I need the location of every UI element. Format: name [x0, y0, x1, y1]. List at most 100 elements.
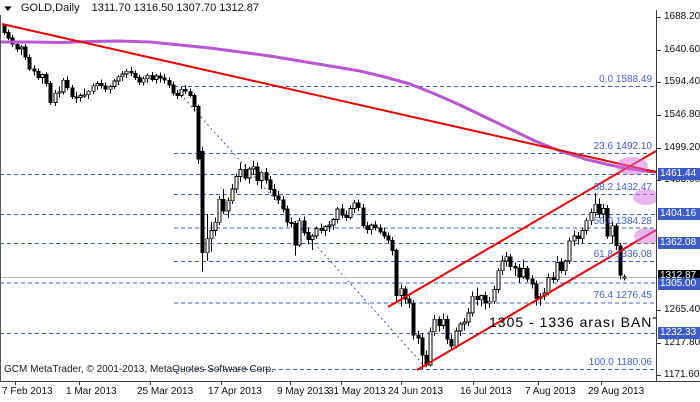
- candle-body: [289, 221, 294, 224]
- candle-body: [441, 318, 446, 326]
- candle-body: [154, 75, 159, 80]
- candle-body: [145, 74, 150, 80]
- chart-symbol-label: GOLD,Daily: [20, 2, 80, 14]
- candle-body: [314, 228, 319, 237]
- candle-body: [513, 266, 518, 269]
- date-tick-mark: [473, 382, 474, 385]
- candle-body: [175, 92, 180, 96]
- price-level-badge: 1461.44: [658, 168, 700, 180]
- candle-body: [496, 270, 501, 290]
- candle-body: [209, 230, 214, 240]
- window-left-border: [0, 15, 1, 402]
- candle-body: [183, 88, 188, 92]
- candle-body: [6, 31, 11, 39]
- candle-body: [302, 220, 307, 233]
- candle-body: [614, 225, 619, 247]
- candle-body: [61, 79, 66, 93]
- candle-body: [120, 73, 125, 78]
- candle-body: [340, 208, 345, 216]
- candle-body: [610, 225, 615, 237]
- candle-body: [192, 95, 197, 107]
- candle-body: [458, 323, 463, 332]
- price-tick-label: 1640.60: [664, 44, 700, 55]
- fib-level-label: 0.0 1588.49: [599, 74, 652, 86]
- candle-body: [356, 202, 361, 209]
- highlight-blobs: [616, 157, 660, 244]
- date-label: 1 Mar 2013: [66, 386, 117, 397]
- candle-body: [221, 198, 226, 212]
- price-tick-mark: [657, 343, 661, 344]
- candlestick-series: [2, 24, 627, 370]
- candle-body: [200, 151, 205, 254]
- price-tick-label: 1594.40: [664, 76, 700, 87]
- candle-body: [2, 25, 7, 33]
- fib-level-label: 23.6 1492.10: [593, 140, 652, 152]
- candle-body: [243, 169, 248, 179]
- candle-body: [382, 231, 387, 237]
- price-tick-label: 1265.40: [664, 304, 700, 315]
- candle-body: [297, 220, 302, 246]
- candle-body: [65, 79, 70, 89]
- fib-level-label: 38.2 1432.47: [593, 182, 652, 194]
- candle-body: [32, 68, 37, 72]
- price-tick-mark: [657, 180, 661, 181]
- candle-body: [618, 245, 623, 276]
- candle-body: [36, 70, 41, 78]
- candle-body: [390, 239, 395, 252]
- price-level-badge: 1232.33: [658, 327, 700, 339]
- trendlines: [1, 23, 657, 371]
- candle-body: [272, 189, 277, 197]
- price-axis[interactable]: 1688.201640.601594.401546.801499.201453.…: [657, 0, 700, 381]
- candle-body: [133, 72, 138, 78]
- candle-body: [589, 212, 594, 222]
- candle-body: [91, 85, 96, 92]
- candle-body: [445, 318, 450, 340]
- candle-body: [40, 74, 45, 78]
- date-tick-mark: [15, 382, 16, 385]
- highlight-ellipse: [616, 157, 648, 175]
- candle-body: [580, 230, 585, 240]
- candle-body: [48, 83, 53, 103]
- candle-body: [162, 77, 167, 81]
- candle-body: [74, 96, 79, 99]
- candle-body: [500, 260, 505, 272]
- candle-body: [403, 288, 408, 300]
- price-level-badge: 1404.16: [658, 208, 700, 220]
- candle-body: [454, 330, 459, 347]
- candle-body: [15, 43, 20, 50]
- time-axis[interactable]: 7 Feb 2013 1 Mar 2013 25 Mar 2013 17 Apr 20…: [0, 382, 700, 402]
- date-label: 9 May 2013: [277, 386, 330, 397]
- candle-body: [470, 295, 475, 314]
- date-label: 7 Feb 2013: [2, 386, 53, 397]
- candle-body: [27, 56, 32, 70]
- candle-body: [420, 337, 425, 356]
- chart-title-bar: ▼ GOLD,Daily 1311.70 1316.50 1307.70 1312.…: [2, 2, 260, 14]
- candle-body: [57, 91, 62, 94]
- trendline-descending-resistance: [1, 23, 657, 173]
- price-tick-label: 1688.20: [664, 11, 700, 22]
- trendline-channel-lower: [416, 229, 657, 371]
- candle-body: [255, 166, 260, 182]
- candle-body: [373, 224, 378, 229]
- fibonacci-retracement: [173, 86, 656, 371]
- date-tick-mark: [401, 382, 402, 385]
- candle-body: [137, 77, 142, 83]
- symbol-dropdown-icon[interactable]: ▼: [2, 3, 14, 13]
- date-label: 17 Apr 2013: [208, 386, 262, 397]
- candle-body: [116, 76, 121, 82]
- candle-body: [369, 224, 374, 231]
- candle-body: [525, 268, 530, 280]
- moving-average-line: [0, 39, 658, 174]
- candle-body: [462, 321, 467, 325]
- chart-ohlc-values: 1311.70 1316.50 1307.70 1312.87: [91, 2, 260, 14]
- candle-body: [521, 268, 526, 278]
- candle-body: [597, 203, 602, 215]
- candle-body: [86, 90, 91, 96]
- candle-body: [559, 261, 564, 272]
- date-tick-mark: [341, 382, 342, 385]
- candle-body: [264, 171, 269, 181]
- price-level-badge: 1362.08: [658, 237, 700, 249]
- candle-body: [487, 300, 492, 304]
